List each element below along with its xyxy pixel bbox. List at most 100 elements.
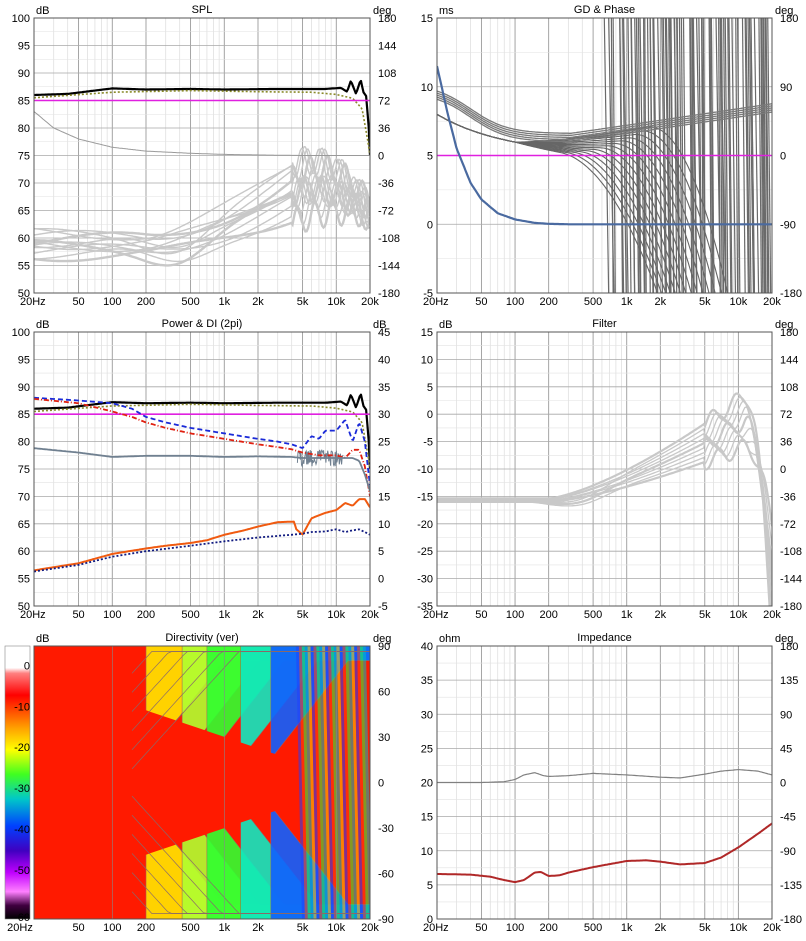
directivity-x-tick: 200 — [137, 922, 155, 934]
heatmap — [34, 646, 370, 919]
heatmap-stripe — [301, 646, 311, 919]
directivity-x-tick: 500 — [181, 922, 199, 934]
gd_phase-y2-tick: 180 — [780, 13, 798, 25]
colorbar-tick: 0 — [24, 660, 30, 672]
filter-y2-tick: 0 — [780, 464, 786, 476]
impedance-y2-tick: 135 — [780, 675, 798, 687]
phase-curve — [437, 96, 772, 141]
heatmap-contour — [131, 891, 370, 914]
filter-right-unit: deg — [775, 319, 793, 331]
directivity-angle-tick: 30 — [378, 732, 390, 744]
impedance-y-tick: 5 — [427, 880, 433, 892]
power_di-y2-tick: 40 — [378, 354, 390, 366]
spl-y2-tick: 180 — [378, 13, 396, 25]
power_di-y2-tick: 35 — [378, 382, 390, 394]
impedance-x-tick: 10k — [730, 922, 748, 934]
spl-y-tick: 95 — [18, 41, 30, 53]
power_di-y2-tick: 15 — [378, 491, 390, 503]
gd_phase-y2-tick: 0 — [780, 151, 786, 163]
spl-y-tick: 90 — [18, 68, 30, 80]
heatmap-stripe — [298, 646, 308, 919]
power_di-y-tick: 60 — [18, 546, 30, 558]
power_di-y2-tick: -5 — [378, 601, 388, 613]
power_di-series-red_dashdot — [34, 398, 370, 497]
spl-y-tick: 80 — [18, 123, 30, 135]
filter-y2-tick: 72 — [780, 409, 792, 421]
directivity-angle-tick: 0 — [378, 778, 384, 790]
power_di-y2-tick: 45 — [378, 327, 390, 339]
gd_phase-y-tick: 15 — [421, 13, 433, 25]
colorbar-tick: -40 — [14, 824, 30, 836]
impedance-y-tick: 10 — [421, 846, 433, 858]
spl-series-gray_phase — [34, 111, 370, 156]
spl-x-tick: 10k — [327, 296, 345, 308]
filter-y2-tick: 144 — [780, 354, 798, 366]
spl-x-tick: 200 — [137, 296, 155, 308]
gd_phase-x-tick: 50 — [475, 296, 487, 308]
colorbar-tick: -30 — [14, 783, 30, 795]
power_di-x-tick: 100 — [103, 609, 121, 621]
heatmap-stripe — [330, 646, 340, 919]
phase-curve — [437, 94, 772, 139]
heatmap-stripe — [313, 646, 323, 919]
spl-y-tick: 75 — [18, 151, 30, 163]
gd_phase-x-tick: 1k — [621, 296, 633, 308]
power_di-y2-tick: 5 — [378, 546, 384, 558]
gd_phase-y2-tick: 90 — [780, 82, 792, 94]
spl-title: SPL — [192, 4, 213, 16]
heatmap-stripe — [310, 646, 320, 919]
spl-y-tick: 55 — [18, 261, 30, 273]
power_di-chart: Power & DI (2pi)dB dB10095908580757065605… — [12, 318, 391, 621]
colorbar-tick: -10 — [14, 701, 30, 713]
filter-y2-tick: 36 — [780, 437, 792, 449]
filter-x-tick: 50 — [475, 609, 487, 621]
impedance-y2-tick: -135 — [780, 880, 802, 892]
impedance-y-tick: 30 — [421, 709, 433, 721]
phase-curve — [437, 98, 772, 143]
power_di-y2-tick: 20 — [378, 464, 390, 476]
power_di-y-tick: 80 — [18, 437, 30, 449]
directivity-x-tick: 5k — [297, 922, 309, 934]
power_di-x-tick: 5k — [297, 609, 309, 621]
spl-y2-tick: 72 — [378, 96, 390, 108]
filter-y-tick: 5 — [427, 382, 433, 394]
impedance-x-tick: 200 — [539, 922, 557, 934]
impedance-y2-tick: -90 — [780, 846, 796, 858]
heatmap-stripe — [336, 646, 346, 919]
filter-y-tick: -5 — [423, 437, 433, 449]
gd_phase-y-tick: 5 — [427, 151, 433, 163]
plot-border — [436, 645, 773, 920]
spl-y2-tick: -72 — [378, 206, 394, 218]
spl-y2-tick: 0 — [378, 151, 384, 163]
filter-x-tick: 20Hz — [423, 609, 449, 621]
heatmap-stripe — [359, 646, 369, 919]
gd_phase-x-tick: 100 — [506, 296, 524, 308]
gd_phase-title: GD & Phase — [574, 4, 635, 16]
power_di-y-tick: 90 — [18, 382, 30, 394]
heatmap-contour — [131, 651, 370, 674]
gd_phase-x-tick: 200 — [539, 296, 557, 308]
power_di-right-unit: dB — [373, 319, 386, 331]
directivity-angle-tick: 60 — [378, 687, 390, 699]
impedance-series-impedance — [437, 822, 772, 883]
power_di-y-tick: 55 — [18, 574, 30, 586]
power_di-y2-tick: 10 — [378, 519, 390, 531]
gd_phase-left-unit: ms — [439, 5, 454, 17]
impedance-series-phase — [437, 769, 772, 784]
impedance-y2-tick: -180 — [780, 914, 802, 926]
heatmap-stripe — [307, 646, 317, 919]
spl-curves — [34, 79, 370, 267]
spl-y2-tick: 36 — [378, 123, 390, 135]
heatmap-stripe — [325, 646, 335, 919]
gd_phase-x-tick: 10k — [730, 296, 748, 308]
impedance-y2-tick: -45 — [780, 812, 796, 824]
heatmap-stripe — [351, 646, 361, 919]
phase-curve — [437, 90, 772, 134]
filter-x-tick: 200 — [539, 609, 557, 621]
gd_phase-y-tick: -5 — [423, 288, 433, 300]
filter-title: Filter — [592, 318, 617, 330]
spl-y-tick: 65 — [18, 206, 30, 218]
directivity-angle-tick: 90 — [378, 641, 390, 653]
